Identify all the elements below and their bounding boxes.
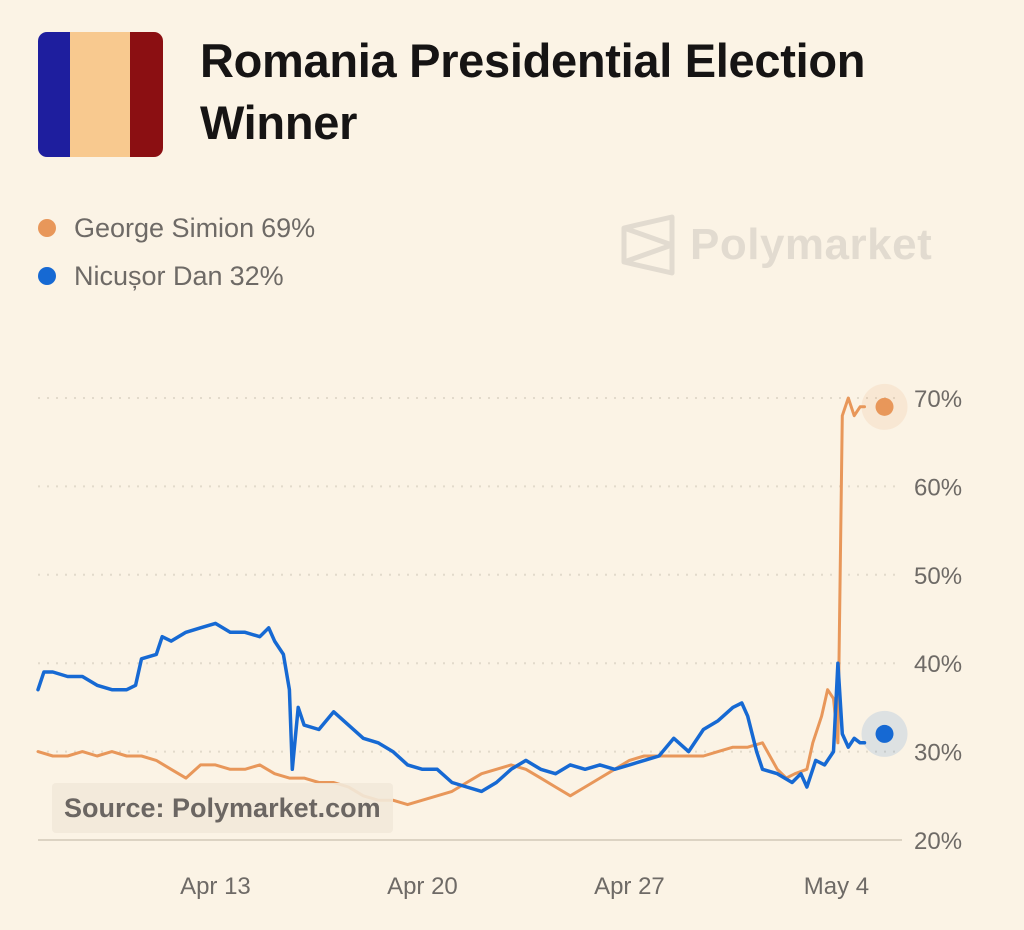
watermark-label: Polymarket bbox=[690, 220, 933, 269]
series-line-dan bbox=[36, 621, 867, 794]
x-tick-label: May 4 bbox=[804, 873, 869, 900]
y-tick-label: 60% bbox=[914, 474, 962, 501]
flag-stripe-yellow bbox=[70, 32, 130, 157]
y-tick-label: 50% bbox=[914, 563, 962, 590]
series-line-simion bbox=[36, 396, 866, 807]
y-tick-label: 70% bbox=[914, 386, 962, 413]
page-title: Romania Presidential Election Winner bbox=[200, 34, 866, 149]
x-tick-label: Apr 13 bbox=[180, 873, 251, 900]
x-tick-label: Apr 20 bbox=[387, 873, 458, 900]
flag-stripe-red bbox=[130, 32, 163, 157]
romania-flag bbox=[38, 32, 163, 157]
end-marker-dan bbox=[875, 724, 894, 743]
y-tick-label: 40% bbox=[914, 651, 962, 678]
legend-item-dan: Nicușor Dan 32% bbox=[38, 252, 315, 300]
legend-item-simion: George Simion 69% bbox=[38, 204, 315, 252]
chart-legend: George Simion 69% Nicușor Dan 32% bbox=[38, 204, 315, 300]
polymarket-logo-icon bbox=[621, 214, 675, 276]
legend-value: 69% bbox=[261, 212, 316, 243]
polymarket-watermark: Polymarket bbox=[620, 214, 932, 276]
source-label: Source: Polymarket.com bbox=[52, 783, 393, 833]
legend-name: George Simion bbox=[74, 212, 255, 243]
y-tick-label: 20% bbox=[914, 828, 962, 855]
legend-dot-simion bbox=[38, 219, 56, 237]
y-tick-label: 30% bbox=[914, 740, 962, 767]
flag-stripe-blue bbox=[38, 32, 70, 157]
legend-dot-dan bbox=[38, 267, 56, 285]
legend-name: Nicușor Dan bbox=[74, 260, 223, 291]
x-tick-label: Apr 27 bbox=[594, 873, 665, 900]
legend-value: 32% bbox=[229, 260, 284, 291]
end-marker-simion bbox=[875, 397, 894, 416]
